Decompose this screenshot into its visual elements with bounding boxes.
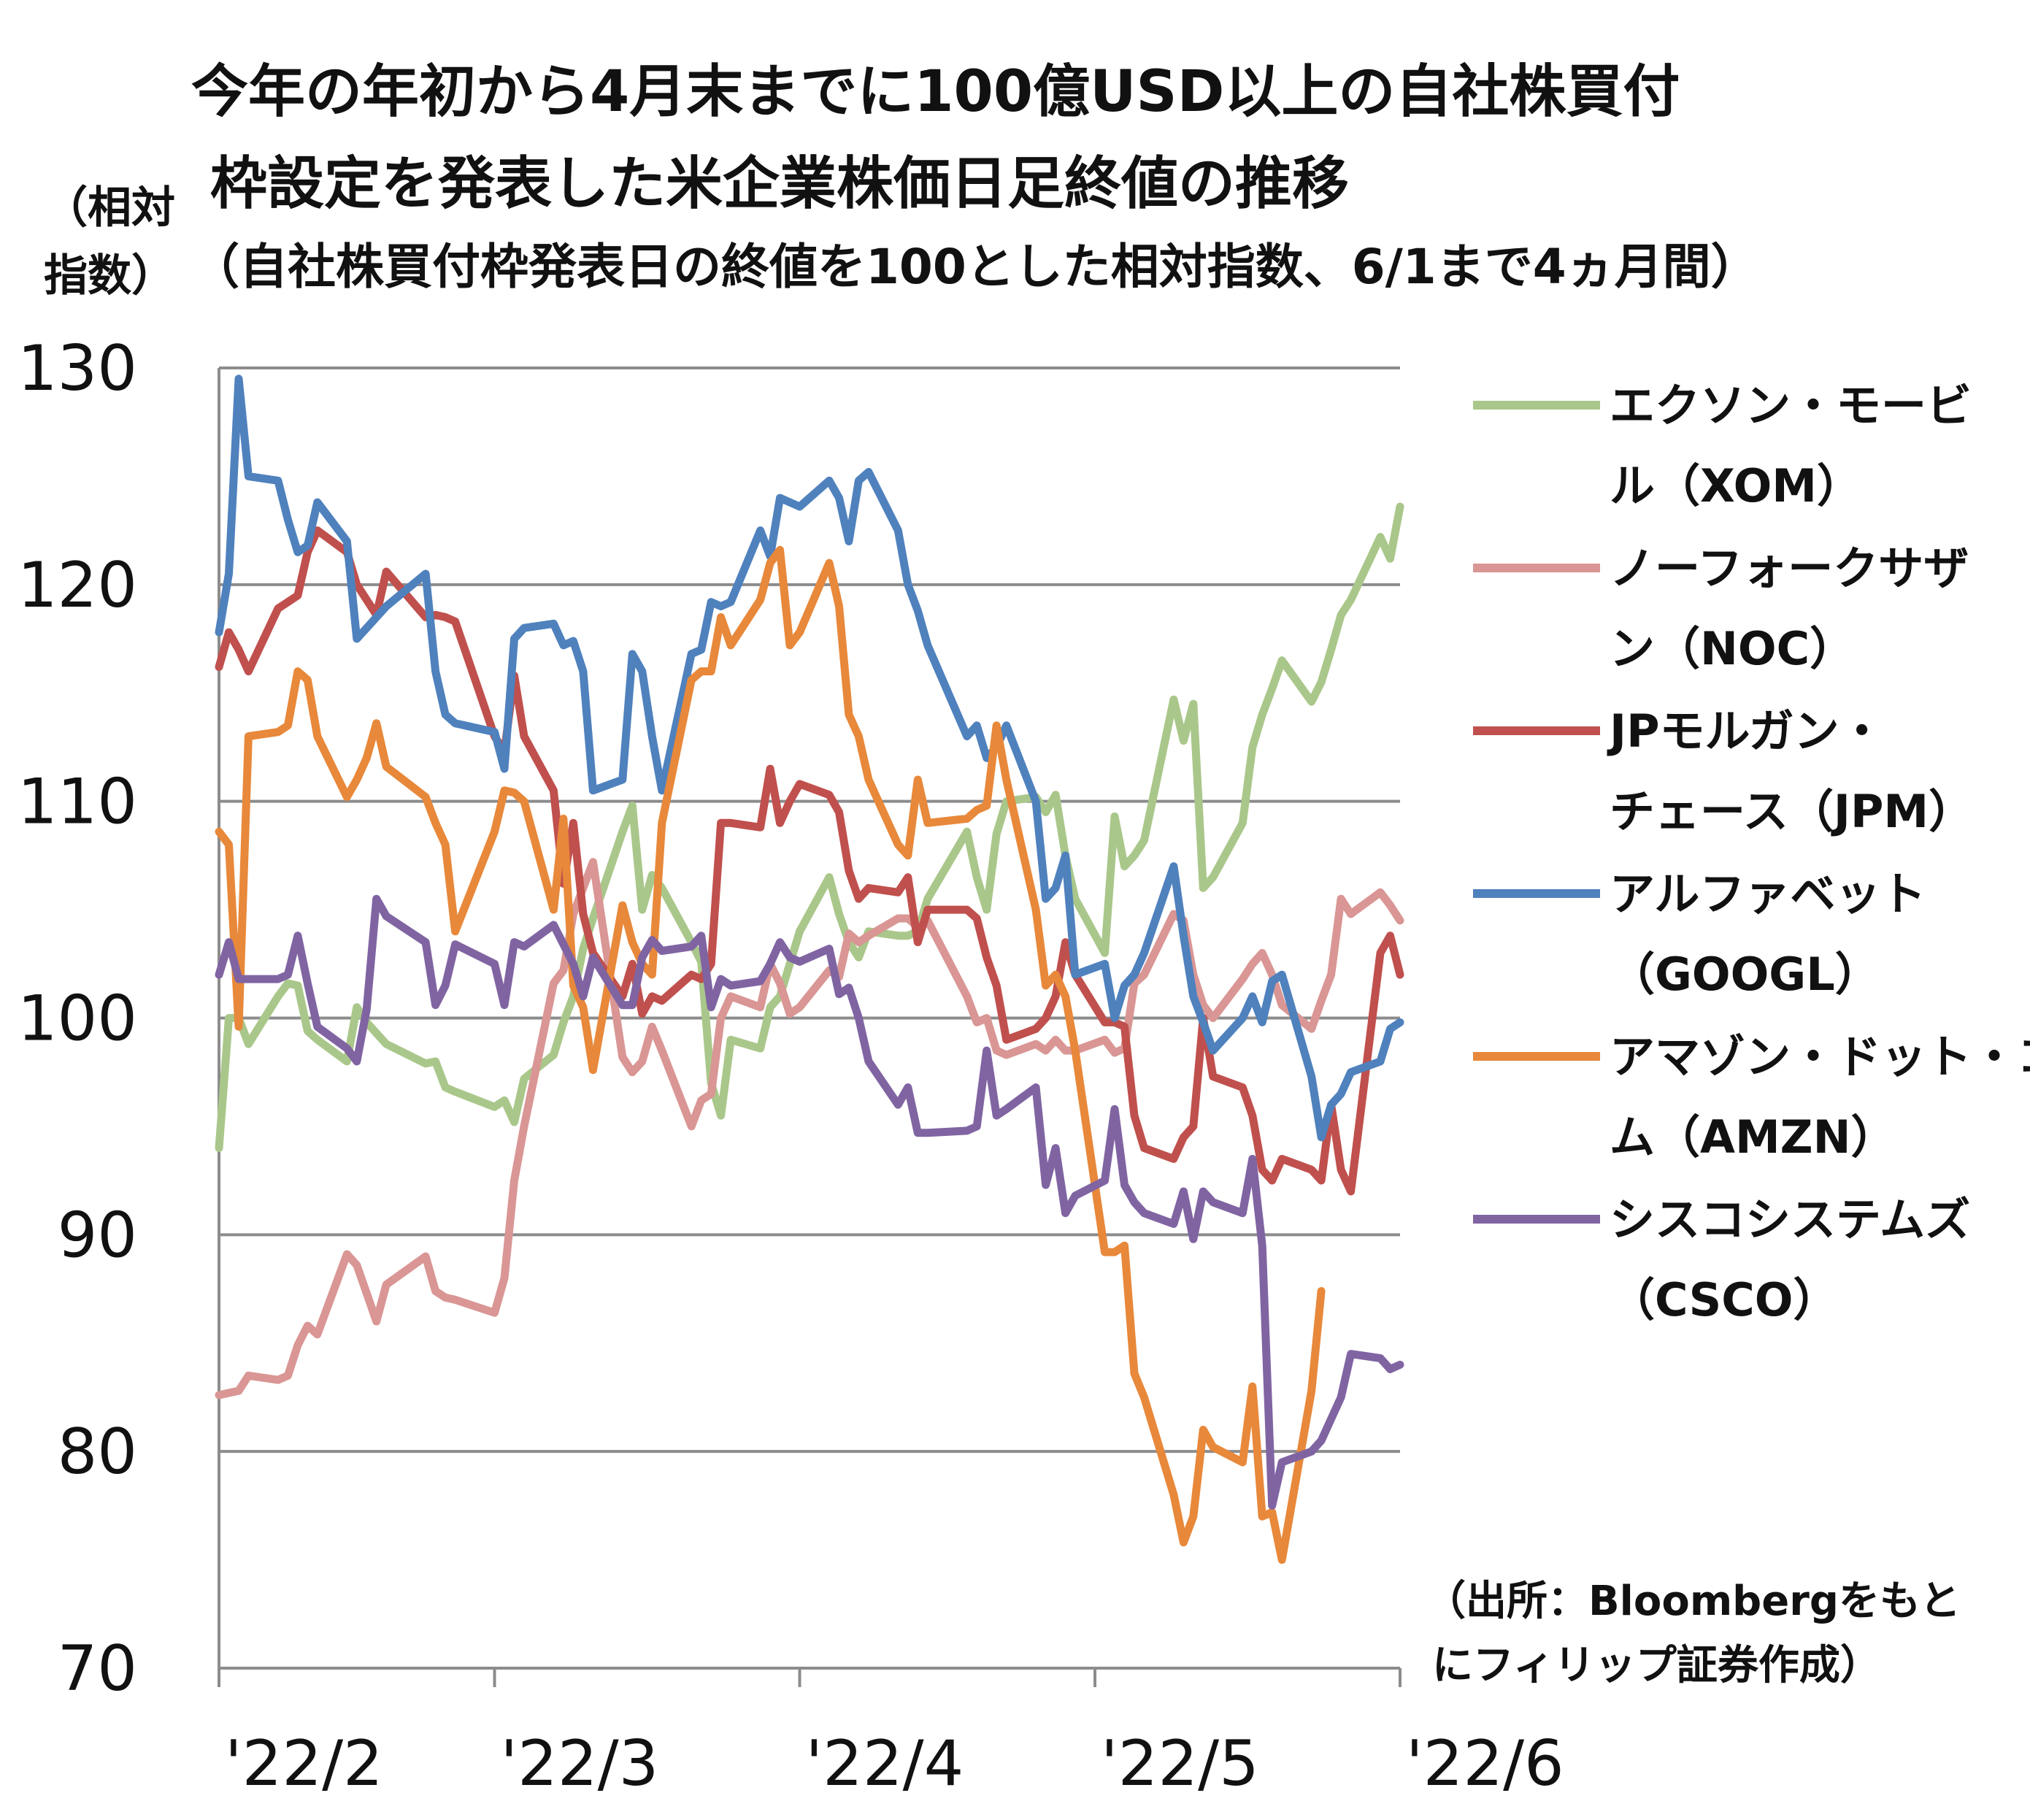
x-tick-label-4: '22/6 — [1406, 1727, 1564, 1800]
series-line-5 — [215, 894, 1404, 1510]
y-tick-label-100: 100 — [18, 983, 137, 1056]
legend-label-4-0: アマゾン・ドット・コ — [1610, 1030, 2030, 1083]
chart-title-line-2: 枠設定を発表した米企業株価日足終値の推移 — [210, 151, 1349, 217]
chart-subtitle: （自社株買付枠発表日の終値を100とした相対指数、6/1まで4ヵ月間） — [191, 239, 1759, 295]
x-tick-label-2: '22/4 — [806, 1727, 964, 1800]
chart-title-line-1: 今年の年初から4月末までに100億USD以上の自社株買付 — [191, 59, 1680, 125]
legend-label-5-1: （CSCO） — [1610, 1273, 1839, 1326]
y-tick-label-80: 80 — [58, 1416, 137, 1489]
legend-label-4-1: ム（AMZN） — [1610, 1110, 1896, 1164]
legend-label-2-0: JPモルガン・ — [1607, 704, 1885, 758]
y-axis-unit-line-2: 指数） — [44, 250, 175, 302]
legend-label-1-1: ン（NOC） — [1610, 622, 1855, 675]
y-tick-label-110: 110 — [18, 766, 137, 839]
series-line-1 — [215, 858, 1404, 1399]
legend-label-5-0: シスコシステムズ — [1610, 1193, 1970, 1246]
y-tick-label-130: 130 — [18, 332, 137, 405]
source-note-line-2: にフィリップ証券作成） — [1432, 1642, 1881, 1689]
legend-label-3-1: （GOOGL） — [1610, 948, 1880, 1001]
legend-label-0-0: エクソン・モービ — [1610, 379, 1972, 432]
x-tick-label-3: '22/5 — [1101, 1727, 1259, 1800]
legend-label-0-1: ル（XOM） — [1610, 459, 1862, 512]
series-line-4 — [215, 545, 1326, 1564]
y-tick-label-90: 90 — [58, 1199, 137, 1272]
source-note-line-1: （出所：Bloombergをもと — [1425, 1578, 1961, 1625]
x-tick-labels: '22/2 '22/3 '22/4 '22/5 '22/6 — [225, 1727, 1564, 1800]
legend-label-1-0: ノーフォークサザ — [1610, 542, 1969, 595]
y-tick-label-70: 70 — [58, 1632, 137, 1705]
y-axis-unit-line-1: （相対 — [44, 183, 175, 234]
y-tick-labels: 130 120 110 100 90 80 70 — [18, 332, 137, 1705]
legend-label-2-1: チェース（JPM） — [1610, 785, 1974, 838]
series-line-0 — [215, 502, 1404, 1153]
y-tick-label-120: 120 — [18, 549, 137, 622]
legend-label-3-0: アルファベット — [1610, 867, 1926, 921]
series-lines — [215, 375, 1404, 1564]
series-line-3 — [215, 375, 1404, 1142]
x-tick-label-0: '22/2 — [225, 1727, 383, 1800]
x-tick-label-1: '22/3 — [501, 1727, 659, 1800]
axes — [218, 368, 1402, 1687]
